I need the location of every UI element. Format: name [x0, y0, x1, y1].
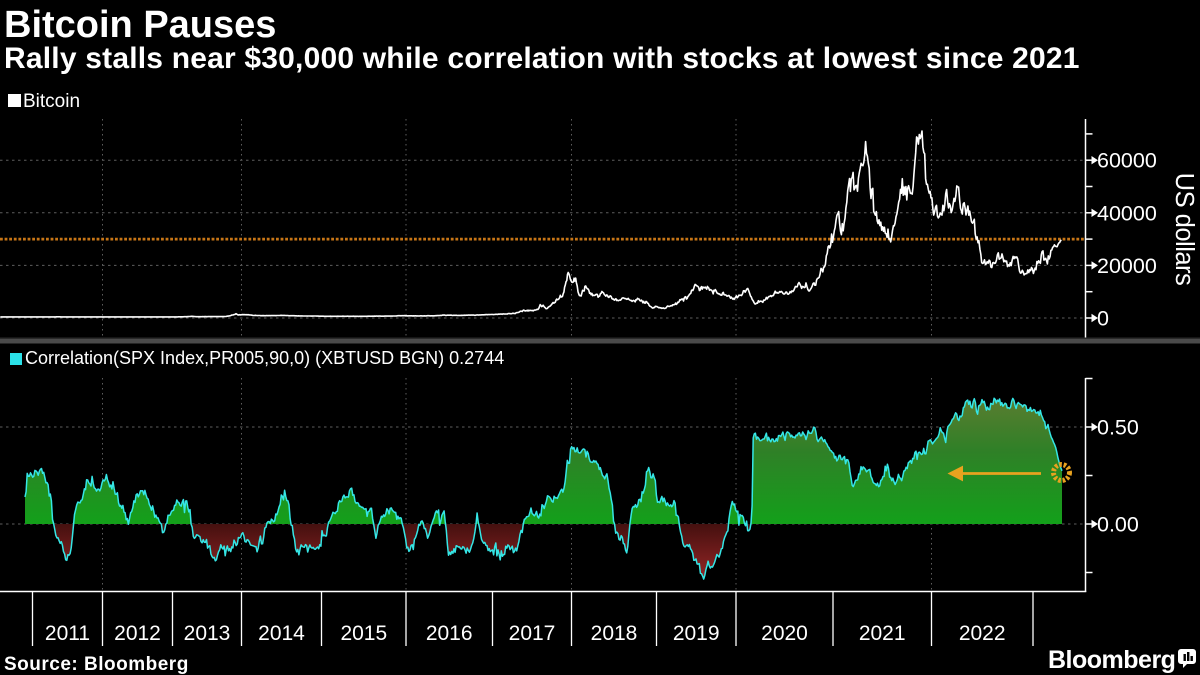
svg-text:Rally stalls near $30,000 whil: Rally stalls near $30,000 while correlat…	[4, 42, 1080, 75]
svg-text:Source: Bloomberg: Source: Bloomberg	[4, 654, 189, 675]
svg-text:Correlation(SPX Index,PR005,90: Correlation(SPX Index,PR005,90,0) (XBTUS…	[25, 348, 504, 368]
svg-text:2022: 2022	[959, 622, 1006, 645]
svg-text:2018: 2018	[591, 622, 638, 645]
svg-text:Bitcoin Pauses: Bitcoin Pauses	[4, 4, 276, 46]
svg-text:0: 0	[1097, 307, 1109, 331]
svg-text:0.00: 0.00	[1097, 513, 1139, 537]
svg-text:2014: 2014	[258, 622, 305, 645]
svg-text:2015: 2015	[340, 622, 387, 645]
svg-text:20000: 20000	[1097, 254, 1157, 278]
svg-text:2020: 2020	[761, 622, 808, 645]
svg-text:40000: 40000	[1097, 201, 1157, 225]
svg-text:Bloomberg: Bloomberg	[1048, 646, 1175, 674]
svg-text:2019: 2019	[673, 622, 720, 645]
svg-text:2013: 2013	[184, 622, 231, 645]
svg-text:2016: 2016	[426, 622, 473, 645]
svg-text:Bitcoin: Bitcoin	[23, 91, 80, 112]
svg-text:2021: 2021	[859, 622, 906, 645]
svg-text:0.50: 0.50	[1097, 416, 1139, 440]
svg-text:US dollars: US dollars	[1170, 173, 1198, 286]
svg-text:60000: 60000	[1097, 149, 1157, 173]
svg-text:2012: 2012	[114, 622, 161, 645]
svg-text:2017: 2017	[509, 622, 556, 645]
svg-text:2011: 2011	[45, 622, 90, 645]
